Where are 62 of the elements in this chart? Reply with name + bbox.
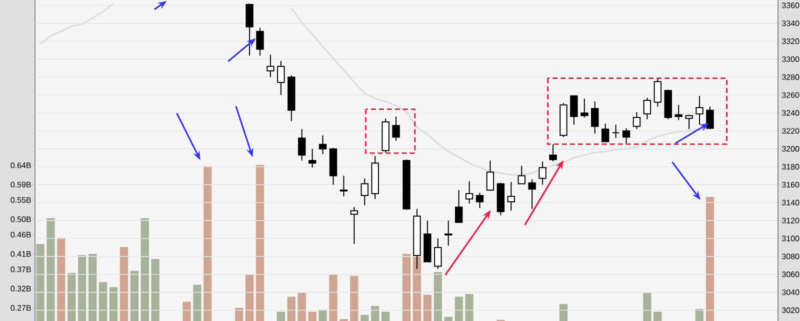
y-tick-label: 3120 (782, 218, 800, 224)
candlestick (256, 27, 264, 56)
candlestick (350, 206, 358, 244)
candlestick (266, 54, 274, 78)
y2-tick-label: 0.64B (10, 162, 31, 168)
candlestick (591, 100, 599, 134)
y-tick-label: 3160 (782, 182, 800, 188)
y2-tick-label: 0.46B (10, 232, 31, 238)
y-tick-label: 3240 (782, 110, 800, 116)
candlestick (612, 124, 620, 139)
candlestick (392, 116, 400, 142)
candlestick (434, 238, 442, 270)
y2-tick-label: 0.37B (10, 266, 31, 272)
candlestick (465, 180, 474, 204)
candlestick (643, 97, 652, 120)
y-tick-label: 3100 (782, 236, 800, 242)
candlestick (360, 178, 368, 206)
candlestick (444, 220, 452, 246)
candlestick (476, 192, 484, 209)
y-tick-label: 3300 (782, 56, 800, 62)
y-tick-label: 3040 (782, 289, 800, 296)
candlestick (518, 165, 526, 184)
candlestick (277, 60, 285, 96)
y2-tick-label: 0.59B (10, 182, 31, 188)
candlestick (246, 3, 254, 56)
y-tick-label: 3280 (782, 74, 800, 80)
candlestick (622, 128, 630, 144)
candlestick (580, 98, 588, 118)
y2-tick-label: 0.32B (10, 286, 31, 292)
y2-tick-label: 0.55B (10, 197, 31, 203)
y-tick-label: 3140 (782, 200, 800, 206)
candlestick (454, 190, 463, 223)
y-tick-label: 3080 (782, 254, 800, 260)
candlestick (654, 78, 662, 108)
candlestick (318, 134, 327, 155)
candlestick (308, 148, 316, 168)
candlestick (706, 106, 714, 130)
candlestick (507, 182, 515, 212)
y-tick-label: 3060 (782, 272, 800, 278)
y-tick-label: 3320 (782, 38, 800, 44)
y-tick-label: 3340 (782, 20, 800, 26)
candlestick (538, 160, 546, 186)
y2-tick-label: 0.50B (10, 216, 31, 222)
candlestick (632, 112, 641, 130)
y-tick-label: 3020 (782, 307, 800, 314)
y-tick-label: 3360 (782, 2, 800, 8)
candlestick (486, 160, 494, 192)
y-tick-label: 3220 (782, 128, 800, 134)
y-tick-label: 3260 (782, 92, 800, 98)
y-tick-label: 3200 (782, 146, 800, 152)
candlestick (340, 175, 348, 197)
candlestick (549, 144, 557, 162)
y2-tick-label: 0.41B (10, 251, 31, 257)
candlestick (696, 95, 704, 126)
y-tick-label: 3180 (782, 164, 800, 170)
candlestick (685, 114, 693, 130)
candlestick (298, 128, 306, 161)
candlestick (570, 95, 578, 126)
candlestick (528, 178, 536, 210)
candlestick (601, 123, 610, 142)
y2-tick-label: 0.27B (10, 305, 31, 311)
candlestick (674, 104, 682, 121)
